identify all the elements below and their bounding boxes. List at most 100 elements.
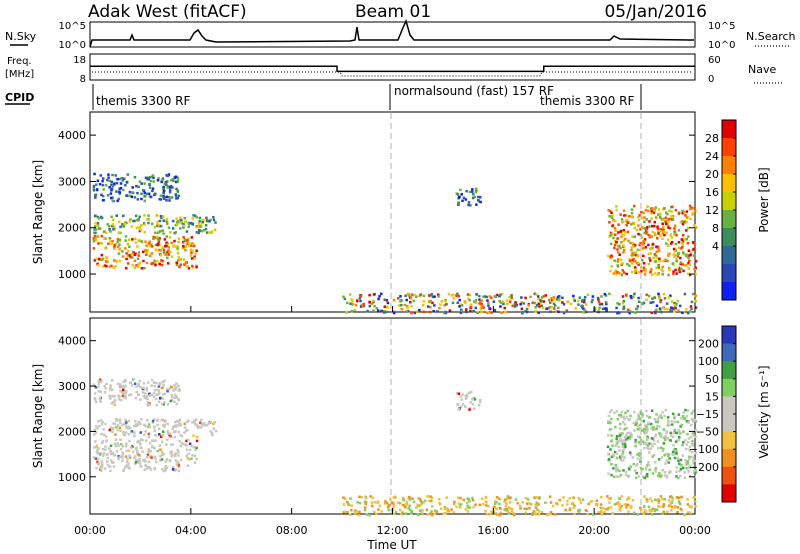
scatter-cell — [637, 224, 640, 227]
scatter-cell — [110, 242, 113, 246]
scatter-cell — [155, 235, 159, 239]
scatter-cell — [657, 208, 661, 211]
scatter-cell — [508, 300, 512, 304]
scatter-cell — [93, 234, 97, 238]
scatter-cell — [176, 251, 180, 255]
scatter-cell — [117, 454, 120, 458]
scatter-cell — [660, 435, 663, 439]
scatter-cell — [524, 310, 527, 313]
scatter-cell — [683, 292, 687, 296]
scatter-cell — [688, 448, 691, 452]
scatter-cell — [193, 257, 196, 260]
scatter-cell — [151, 189, 154, 193]
scatter-cell — [590, 499, 594, 503]
scatter-cell — [689, 253, 692, 257]
scatter-cell — [619, 413, 623, 417]
scatter-cell — [616, 311, 619, 315]
scatter-cell — [159, 198, 163, 201]
x-tick-label: 12:00 — [377, 524, 409, 537]
scatter-cell — [173, 384, 176, 387]
scatter-cell — [190, 257, 194, 260]
scatter-cell — [485, 295, 488, 299]
scatter-cell — [98, 227, 102, 230]
scatter-cell — [541, 296, 544, 299]
scatter-cell — [127, 427, 130, 430]
scatter-cell — [94, 386, 98, 389]
nsky-right-tick-top: 10^5 — [708, 21, 735, 32]
scatter-cell — [100, 234, 104, 238]
scatter-cell — [554, 501, 558, 505]
scatter-cell — [164, 244, 167, 248]
scatter-cell — [112, 453, 116, 457]
scatter-cell — [615, 410, 619, 413]
scatter-cell — [160, 450, 164, 454]
scatter-cell — [664, 452, 668, 456]
scatter-cell — [99, 380, 102, 384]
scatter-cell — [103, 391, 107, 394]
scatter-cell — [176, 244, 179, 248]
scatter-cell — [613, 450, 617, 454]
scatter-cell — [133, 175, 137, 179]
scatter-cell — [624, 231, 627, 234]
scatter-cell — [633, 270, 637, 273]
scatter-cell — [592, 513, 595, 516]
scatter-cell — [405, 310, 408, 313]
scatter-cell — [614, 229, 617, 233]
scatter-cell — [553, 304, 557, 307]
scatter-cell — [654, 467, 658, 470]
scatter-cell — [119, 421, 122, 424]
scatter-cell — [651, 507, 655, 511]
colorbar-segment — [722, 361, 736, 380]
scatter-cell — [495, 507, 498, 511]
scatter-cell — [666, 238, 670, 242]
scatter-cell — [606, 508, 609, 511]
scatter-cell — [617, 271, 621, 275]
scatter-cell — [510, 294, 513, 297]
scatter-cell — [626, 262, 629, 266]
scatter-cell — [644, 268, 647, 271]
scatter-cell — [103, 467, 107, 470]
scatter-cell — [645, 218, 649, 221]
scatter-cell — [565, 309, 569, 312]
scatter-cell — [346, 510, 349, 514]
scatter-cell — [459, 311, 463, 315]
scatter-cell — [686, 497, 689, 501]
scatter-cell — [189, 248, 192, 252]
scatter-cell — [121, 451, 124, 455]
scatter-cell — [613, 246, 616, 250]
scatter-cell — [640, 210, 643, 214]
scatter-cell — [464, 308, 468, 311]
scatter-cell — [163, 423, 166, 426]
scatter-cell — [669, 242, 673, 245]
scatter-cell — [126, 262, 130, 265]
scatter-cell — [642, 511, 645, 515]
scatter-cell — [615, 443, 618, 446]
scatter-cell — [399, 508, 402, 512]
scatter-cell — [537, 503, 540, 506]
scatter-cell — [186, 428, 189, 432]
scatter-cell — [628, 311, 631, 315]
scatter-cell — [694, 272, 697, 276]
scatter-cell — [377, 297, 380, 301]
scatter-cell — [128, 454, 131, 458]
scatter-cell — [584, 310, 588, 314]
scatter-cell — [624, 219, 628, 223]
scatter-cell — [145, 244, 148, 247]
scatter-cell — [162, 403, 165, 406]
scatter-cell — [376, 500, 380, 503]
scatter-cell — [132, 430, 136, 434]
scatter-cell — [479, 305, 483, 309]
scatter-cell — [102, 188, 105, 191]
scatter-cell — [651, 455, 654, 458]
scatter-cell — [677, 429, 680, 432]
scatter-cell — [474, 301, 478, 305]
scatter-cell — [637, 441, 641, 444]
scatter-cell — [557, 310, 560, 314]
scatter-cell — [549, 501, 553, 504]
scatter-cell — [188, 448, 192, 452]
colorbar-segment — [722, 449, 736, 468]
scatter-cell — [664, 216, 668, 220]
scatter-cell — [655, 250, 659, 253]
scatter-cell — [186, 242, 189, 245]
scatter-cell — [108, 465, 111, 468]
